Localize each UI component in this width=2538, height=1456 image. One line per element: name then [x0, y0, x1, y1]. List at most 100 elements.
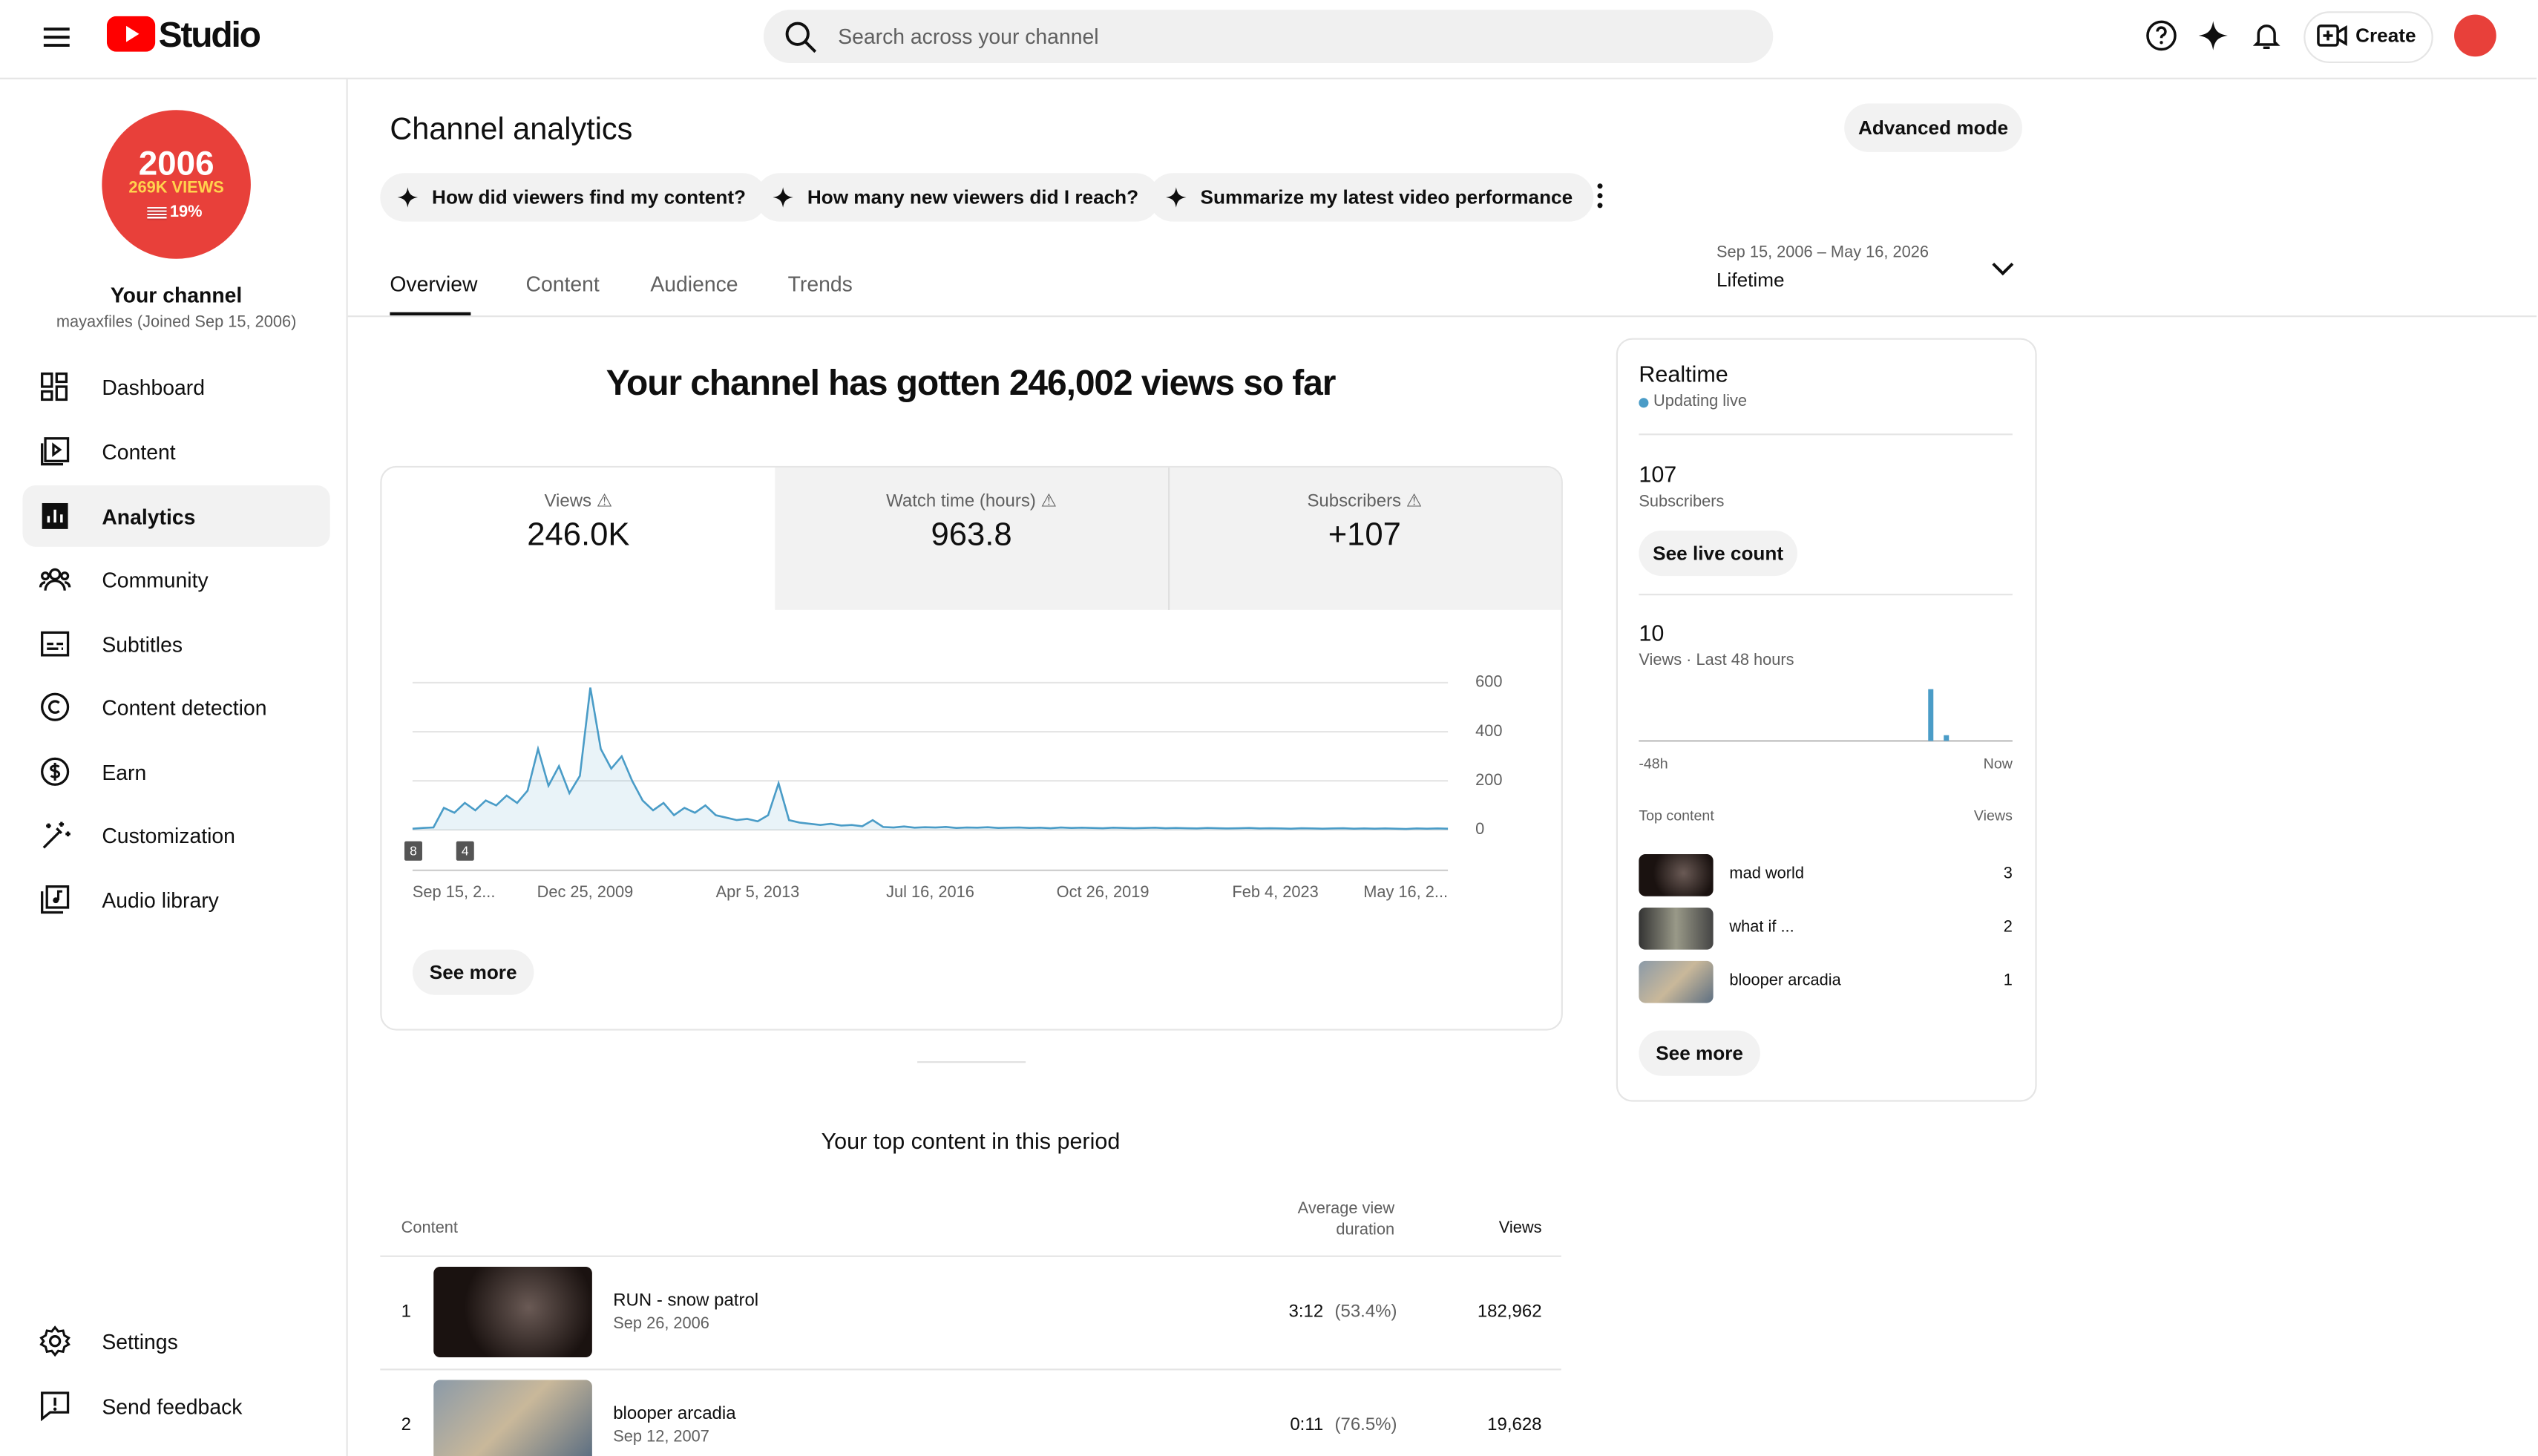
- prompt-chip[interactable]: How did viewers find my content?: [380, 173, 767, 222]
- axis-start: -48h: [1639, 755, 1668, 772]
- realtime-thumbnail[interactable]: [1639, 960, 1714, 1003]
- avatar-pct: 19%: [169, 203, 203, 222]
- top-content-title: Your top content in this period: [821, 1127, 1121, 1154]
- avatar-year: 2006: [138, 145, 214, 183]
- sidebar: [0, 79, 348, 1456]
- logo-text: Studio: [158, 14, 261, 56]
- avg-duration-pct: (53.4%): [1334, 1302, 1397, 1322]
- realtime-thumbnail[interactable]: [1639, 854, 1714, 896]
- views-value: 10: [1639, 619, 1665, 646]
- nav-label: Subtitles: [102, 632, 183, 656]
- realtime-item-title[interactable]: blooper arcadia: [1729, 972, 1841, 991]
- realtime-status: Updating live: [1653, 393, 1747, 411]
- nav-item[interactable]: Audio library: [23, 869, 330, 931]
- rank: 1: [401, 1302, 411, 1322]
- nav-item[interactable]: Earn: [23, 741, 330, 802]
- prompt-text: Summarize my latest video performance: [1200, 186, 1573, 209]
- spark-icon: [397, 187, 419, 208]
- tab-active[interactable]: Overview: [390, 272, 478, 296]
- nav-label: Content detection: [102, 695, 267, 720]
- realtime-item-views: 3: [2003, 865, 2013, 884]
- nav-item[interactable]: Customization: [23, 804, 330, 865]
- subs-value: 107: [1639, 461, 1677, 488]
- chevron-down[interactable]: [1990, 259, 2016, 278]
- realtime-card: [1616, 338, 2037, 1102]
- video-title[interactable]: RUN - snow patrol: [613, 1291, 759, 1311]
- nav-label: Send feedback: [102, 1394, 243, 1418]
- nav-label: Dashboard: [102, 374, 206, 399]
- nav-item[interactable]: Community: [23, 548, 330, 610]
- video-date: Sep 12, 2007: [613, 1428, 709, 1446]
- see-more-button[interactable]: See more: [1639, 1030, 1760, 1076]
- metric-tab[interactable]: Views ⚠ 246.0K: [381, 466, 775, 609]
- avatar-flag: [147, 207, 167, 220]
- tab[interactable]: Trends: [787, 272, 853, 296]
- nav-item[interactable]: Dashboard: [23, 356, 330, 418]
- see-more-button[interactable]: See more: [412, 949, 534, 995]
- search-box[interactable]: [763, 10, 1774, 64]
- nav-item[interactable]: Content: [23, 421, 330, 482]
- nav-item[interactable]: Send feedback: [23, 1375, 330, 1437]
- channel-title: Your channel: [110, 283, 243, 308]
- metric-tab[interactable]: Watch time (hours) ⚠ 963.8: [775, 466, 1168, 609]
- nav-label: Settings: [102, 1328, 178, 1354]
- more-icon[interactable]: [1592, 181, 1608, 210]
- menu-icon[interactable]: [39, 19, 74, 55]
- nav-label: Community: [102, 567, 209, 591]
- create-button[interactable]: [2303, 11, 2433, 64]
- nav-label: Content: [102, 439, 176, 464]
- help-icon[interactable]: [2145, 19, 2178, 52]
- avg-duration-pct: (76.5%): [1334, 1415, 1397, 1435]
- top-bar: [0, 0, 2537, 79]
- metric-value: 246.0K: [527, 517, 630, 554]
- realtime-item-title[interactable]: mad world: [1729, 865, 1805, 884]
- tab[interactable]: Content: [525, 272, 600, 296]
- spark-icon: [1166, 187, 1187, 208]
- see-live-count-button[interactable]: See live count: [1639, 531, 1797, 577]
- metric-divider: [1167, 468, 1170, 610]
- date-range: Sep 15, 2006 – May 16, 2026: [1716, 244, 1929, 263]
- prompt-chip[interactable]: How many new viewers did I reach?: [755, 173, 1160, 222]
- subs-label: Subscribers: [1639, 493, 1725, 511]
- video-thumbnail[interactable]: [433, 1380, 592, 1456]
- nav-label: Customization: [102, 822, 235, 847]
- nav-item[interactable]: Subtitles: [23, 613, 330, 675]
- nav-icon: [41, 372, 68, 401]
- nav-item-active[interactable]: Analytics: [22, 485, 330, 547]
- search-icon: [785, 22, 817, 53]
- period[interactable]: Lifetime: [1716, 268, 1785, 292]
- video-title[interactable]: blooper arcadia: [613, 1404, 736, 1424]
- create-icon: [2317, 24, 2347, 47]
- views: 19,628: [1487, 1415, 1542, 1435]
- advanced-mode-button[interactable]: Advanced mode: [1844, 103, 2022, 152]
- realtime-item-title[interactable]: what if ...: [1729, 919, 1794, 937]
- channel-subtitle: mayaxfiles (Joined Sep 15, 2006): [56, 313, 297, 332]
- video-thumbnail[interactable]: [433, 1266, 592, 1358]
- row-divider: [380, 1368, 1561, 1371]
- column-header: Average view duration: [1297, 1200, 1395, 1239]
- metric-tab[interactable]: Subscribers ⚠ +107: [1168, 466, 1561, 609]
- realtime-title: Realtime: [1639, 361, 1728, 387]
- metric-value: 963.8: [931, 517, 1012, 554]
- tab[interactable]: Audience: [650, 272, 738, 296]
- metric-tabs-bg: [775, 468, 1561, 610]
- live-dot: [1639, 398, 1649, 408]
- nav-icon: [39, 1325, 70, 1357]
- bell-icon[interactable]: [2250, 19, 2283, 52]
- account-avatar[interactable]: [2454, 14, 2496, 57]
- nav-label: Audio library: [102, 887, 219, 912]
- youtube-logo[interactable]: [106, 16, 156, 52]
- rank: 2: [401, 1415, 411, 1435]
- row-divider: [380, 1255, 1561, 1257]
- nav-label: Analytics: [102, 504, 196, 528]
- prompt-chip[interactable]: Summarize my latest video performance: [1148, 173, 1594, 222]
- nav-item[interactable]: Content detection: [23, 676, 330, 738]
- channel-avatar[interactable]: 2006 269K VIEWS 19%: [102, 110, 251, 259]
- nav-item[interactable]: Settings: [23, 1311, 330, 1372]
- realtime-thumbnail[interactable]: [1639, 907, 1714, 950]
- prompt-text: How did viewers find my content?: [432, 186, 747, 209]
- spark-icon[interactable]: [2197, 19, 2229, 52]
